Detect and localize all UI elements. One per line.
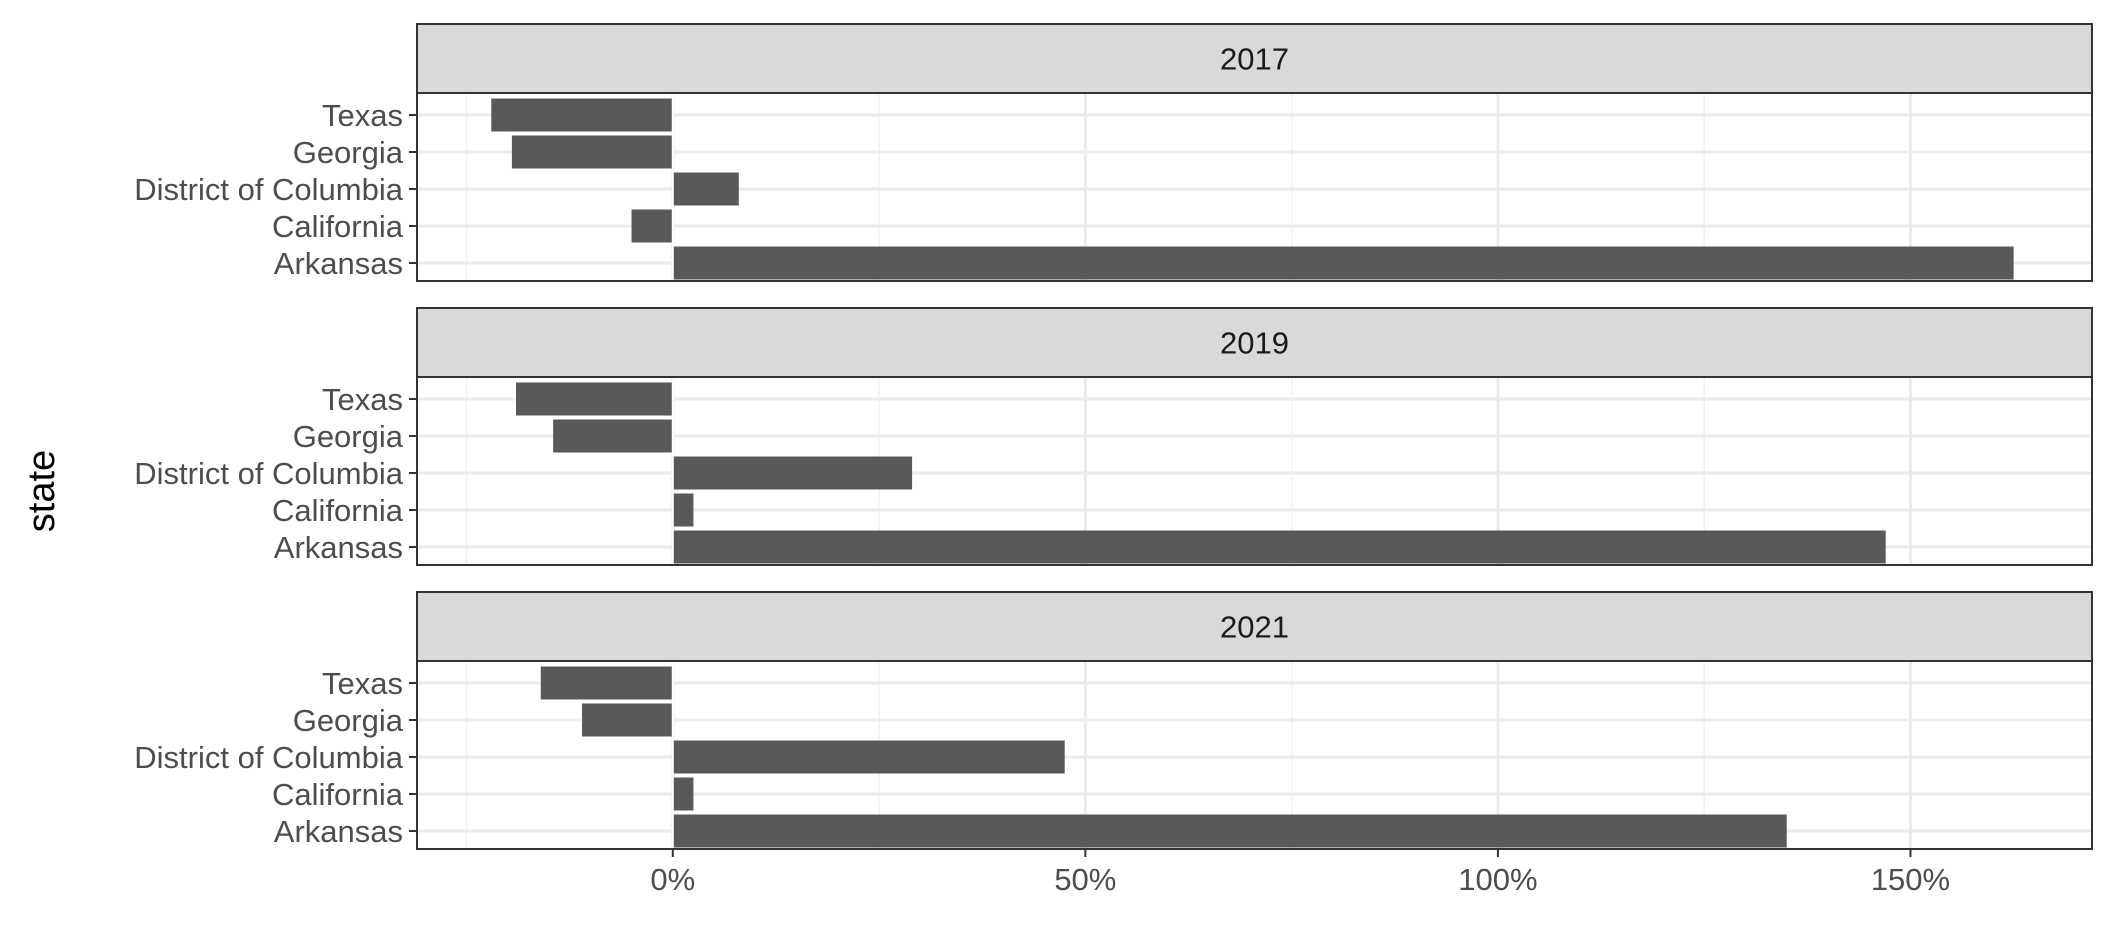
- y-tick-label: Texas: [322, 382, 403, 417]
- bar-2021-district-of-columbia: [672, 740, 1065, 774]
- y-tick-label: Georgia: [293, 419, 404, 454]
- facet-strip: [416, 307, 2093, 378]
- y-tick-label: Arkansas: [274, 530, 403, 565]
- y-tick-label: District of Columbia: [134, 456, 403, 491]
- y-tick-label: Georgia: [293, 135, 404, 170]
- y-tick-label: Georgia: [293, 703, 404, 738]
- y-tick-label: California: [272, 209, 404, 244]
- facet-strip-label: 2021: [1220, 610, 1289, 645]
- y-tick-label: Arkansas: [274, 246, 403, 281]
- facet-strip: [416, 23, 2093, 94]
- y-tick-label: California: [272, 777, 404, 812]
- panel-border: [416, 660, 2093, 850]
- x-tick-label: 150%: [1871, 862, 1950, 897]
- facet-strip-label: 2017: [1220, 42, 1289, 77]
- y-tick-label: California: [272, 493, 404, 528]
- x-axis: 0% 50% 100% 150%: [650, 849, 1950, 897]
- bar-2019-texas: [516, 382, 673, 416]
- bar-2021-california: [672, 777, 694, 811]
- bar-2021-texas: [540, 666, 673, 700]
- x-tick-label: 0%: [650, 862, 695, 897]
- x-tick-label: 100%: [1458, 862, 1537, 897]
- x-tick-label: 50%: [1054, 862, 1116, 897]
- y-tick-label: District of Columbia: [134, 172, 403, 207]
- bar-2017-california: [631, 209, 673, 243]
- panel-border: [416, 92, 2093, 282]
- panel-border: [416, 376, 2093, 566]
- bar-2017-georgia: [511, 135, 673, 169]
- bar-2019-district-of-columbia: [672, 456, 913, 490]
- facet-strip: [416, 591, 2093, 662]
- y-tick-label: Texas: [322, 98, 403, 133]
- bar-2019-california: [672, 493, 694, 527]
- y-tick-label: Arkansas: [274, 814, 403, 849]
- bar-2021-arkansas: [672, 814, 1787, 848]
- bar-2019-georgia: [553, 419, 673, 453]
- y-axis-title: state: [21, 450, 63, 532]
- bar-2021-georgia: [582, 703, 673, 737]
- y-tick-label: Texas: [322, 666, 403, 701]
- bar-2017-district-of-columbia: [672, 172, 739, 206]
- bar-2017-texas: [491, 98, 673, 132]
- bar-2019-arkansas: [672, 530, 1886, 564]
- y-tick-label: District of Columbia: [134, 740, 403, 775]
- facet-strip-label: 2019: [1220, 326, 1289, 361]
- bar-2017-arkansas: [672, 246, 2014, 280]
